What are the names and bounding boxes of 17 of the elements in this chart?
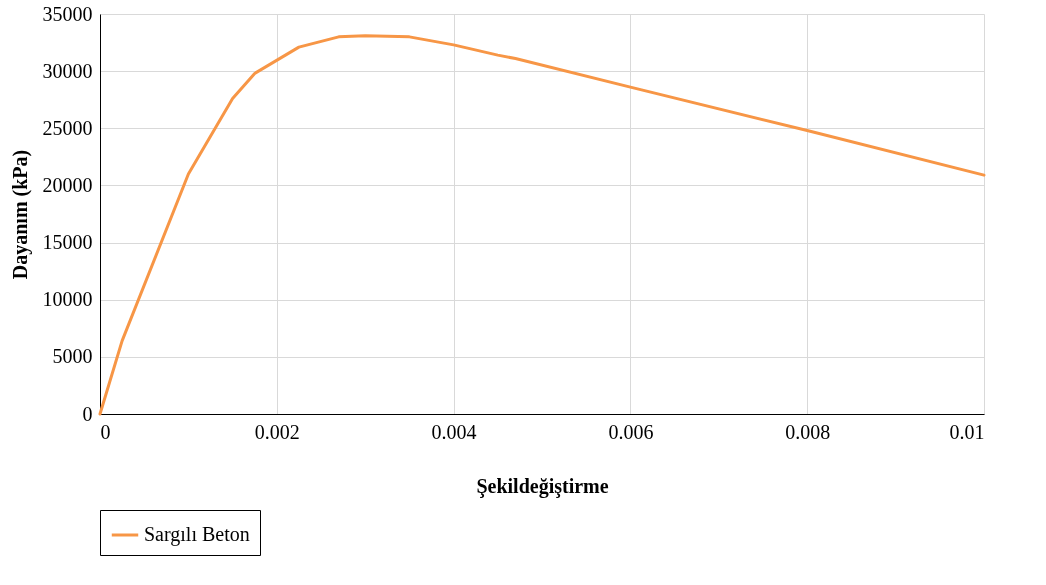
y-tick-label: 0 bbox=[82, 402, 93, 425]
y-tick-label: 30000 bbox=[42, 59, 93, 82]
x-axis-title: Şekildeğiştirme bbox=[476, 474, 609, 498]
legend-label: Sargılı Beton bbox=[144, 523, 250, 546]
y-tick-label: 25000 bbox=[42, 116, 93, 139]
x-tick-label: 0.01 bbox=[949, 420, 985, 443]
x-tick-label: 0 bbox=[100, 420, 111, 443]
x-tick-label: 0.008 bbox=[785, 420, 831, 443]
y-tick-label: 10000 bbox=[42, 288, 93, 311]
y-tick-label: 35000 bbox=[42, 2, 93, 25]
x-tick-label: 0.004 bbox=[431, 420, 477, 443]
x-tick-label: 0.006 bbox=[608, 420, 654, 443]
y-axis-title: Dayanım (kPa) bbox=[8, 149, 32, 280]
y-tick-label: 5000 bbox=[52, 345, 93, 368]
y-tick-label: 15000 bbox=[42, 231, 93, 254]
x-tick-label: 0.002 bbox=[254, 420, 300, 443]
y-tick-label: 20000 bbox=[42, 173, 93, 196]
